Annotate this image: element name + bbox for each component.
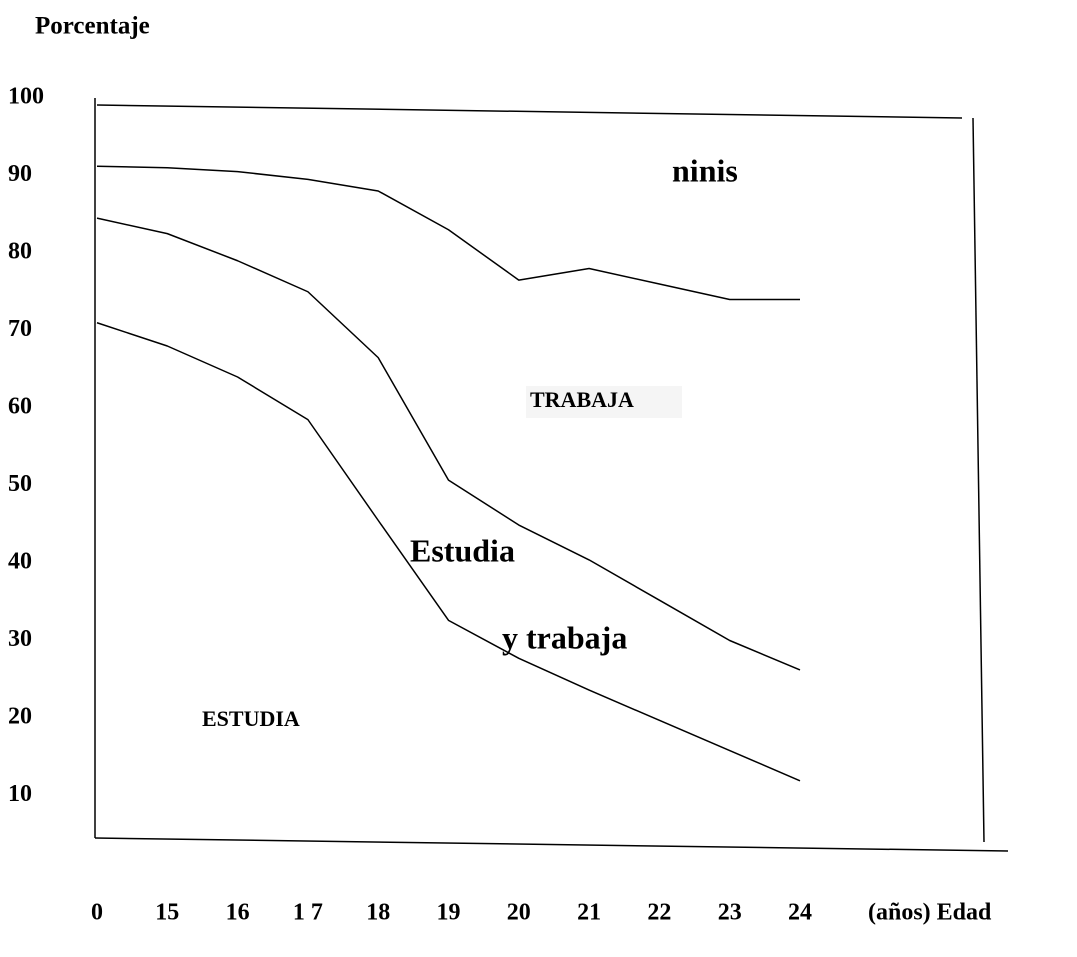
- x-tick-label: 0: [91, 900, 103, 926]
- frame-top: [96, 104, 963, 119]
- x-tick-label: 23: [718, 900, 742, 926]
- region-label: ESTUDIA: [202, 706, 300, 731]
- region-label: TRABAJA: [530, 387, 634, 412]
- x-tick-label: 15: [155, 900, 179, 926]
- y-tick-label: 90: [8, 161, 32, 187]
- y-tick-label: 40: [8, 549, 32, 575]
- y-tick-label: 60: [8, 394, 32, 420]
- x-tick-label: 1 7: [293, 900, 323, 926]
- x-tick-label: 22: [647, 900, 671, 926]
- y-axis-label: Porcentaje: [35, 13, 150, 40]
- x-tick-label: 16: [226, 900, 250, 926]
- y-tick-label: 100: [8, 84, 44, 110]
- y-tick-label: 10: [8, 781, 32, 807]
- x-tick-label: 18: [366, 900, 390, 926]
- x-tick-label: 19: [437, 900, 461, 926]
- region-label: Estudia: [410, 532, 515, 568]
- line-series: [96, 165, 800, 301]
- frame-right: [972, 117, 985, 843]
- y-tick-label: 80: [8, 239, 32, 265]
- label-bg: [526, 386, 682, 418]
- region-label: ninis: [672, 152, 738, 188]
- line-series: [96, 217, 801, 671]
- x-tick-label: 24: [788, 900, 812, 926]
- line-series: [96, 322, 801, 782]
- region-label: y trabaja: [502, 619, 627, 655]
- y-tick-label: 50: [8, 471, 32, 497]
- x-tick-label: 21: [577, 900, 601, 926]
- y-tick-label: 20: [8, 704, 32, 730]
- x-tick-label: 20: [507, 900, 531, 926]
- frame-bottom: [94, 837, 1009, 852]
- x-axis-label: (años) Edad: [868, 900, 992, 926]
- y-tick-label: 70: [8, 316, 32, 342]
- y-tick-label: 30: [8, 626, 32, 652]
